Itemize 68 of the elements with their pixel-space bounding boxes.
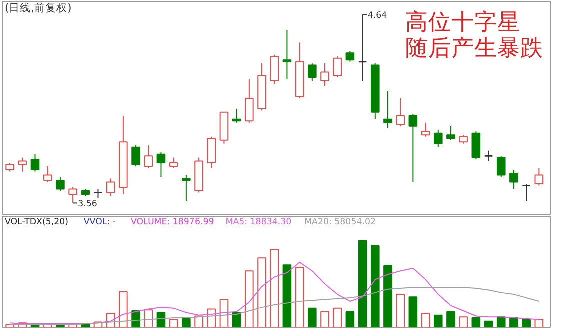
bar — [522, 319, 531, 328]
bar — [484, 320, 494, 328]
candlestick — [421, 122, 430, 138]
bar — [434, 314, 443, 328]
bar — [408, 296, 418, 328]
candlestick — [308, 63, 317, 82]
bar — [245, 270, 254, 328]
candlestick — [144, 145, 154, 169]
candlestick — [384, 90, 392, 129]
candlestick — [510, 170, 518, 190]
candlestick — [132, 145, 140, 168]
candlestick — [484, 150, 494, 162]
candlestick — [182, 174, 191, 202]
candlestick — [346, 50, 355, 62]
text: VVOL: - — [84, 217, 116, 228]
annotation: 随后产生暴跌 — [406, 36, 544, 62]
candlestick — [156, 152, 166, 178]
candlestick — [408, 114, 418, 183]
bar — [169, 319, 178, 328]
candlestick — [396, 98, 405, 127]
bar — [194, 316, 204, 328]
bar — [308, 308, 317, 328]
bar — [472, 317, 481, 328]
chart-title: VOL-TDX(5,20) — [5, 217, 69, 228]
candlestick — [30, 154, 40, 172]
candlestick — [333, 56, 342, 78]
bar — [182, 318, 191, 328]
bar — [510, 317, 518, 328]
candlestick — [68, 186, 78, 204]
candlestick — [534, 168, 544, 186]
candlestick — [18, 157, 28, 172]
bar — [534, 319, 544, 328]
candlestick — [56, 176, 65, 192]
bar — [258, 258, 266, 328]
text: MA5: 18834.30 — [226, 217, 292, 228]
bar — [396, 294, 405, 328]
bar — [119, 291, 128, 328]
bar — [421, 313, 430, 328]
bar — [496, 316, 506, 328]
bar — [358, 240, 368, 328]
candlestick — [434, 129, 443, 148]
bar — [270, 248, 280, 328]
candlestick — [169, 157, 178, 169]
candlestick — [232, 108, 242, 124]
bar — [144, 310, 154, 328]
bar — [320, 311, 330, 328]
candlestick — [282, 30, 292, 80]
bar — [446, 311, 456, 328]
candlestick — [106, 178, 116, 197]
bar — [295, 267, 304, 328]
candlestick — [320, 63, 330, 87]
candlestick — [245, 78, 254, 124]
bar — [282, 264, 292, 328]
text: MA20: 58054.02 — [304, 217, 376, 228]
candlestick — [496, 156, 506, 178]
candlestick — [446, 126, 456, 141]
chart-title: (日线,前复权) — [5, 2, 72, 14]
bar — [333, 308, 342, 328]
bar — [370, 245, 380, 328]
text: VOLUME: 18976.99 — [130, 217, 214, 228]
bar — [384, 265, 392, 328]
candlestick — [522, 183, 532, 202]
candlestick — [43, 166, 52, 183]
bar — [459, 316, 468, 328]
annotation: 3.56 — [78, 200, 98, 210]
annotation: 高位十字星 — [406, 10, 520, 36]
annotation: 4.64 — [368, 11, 388, 22]
bar — [346, 311, 355, 328]
